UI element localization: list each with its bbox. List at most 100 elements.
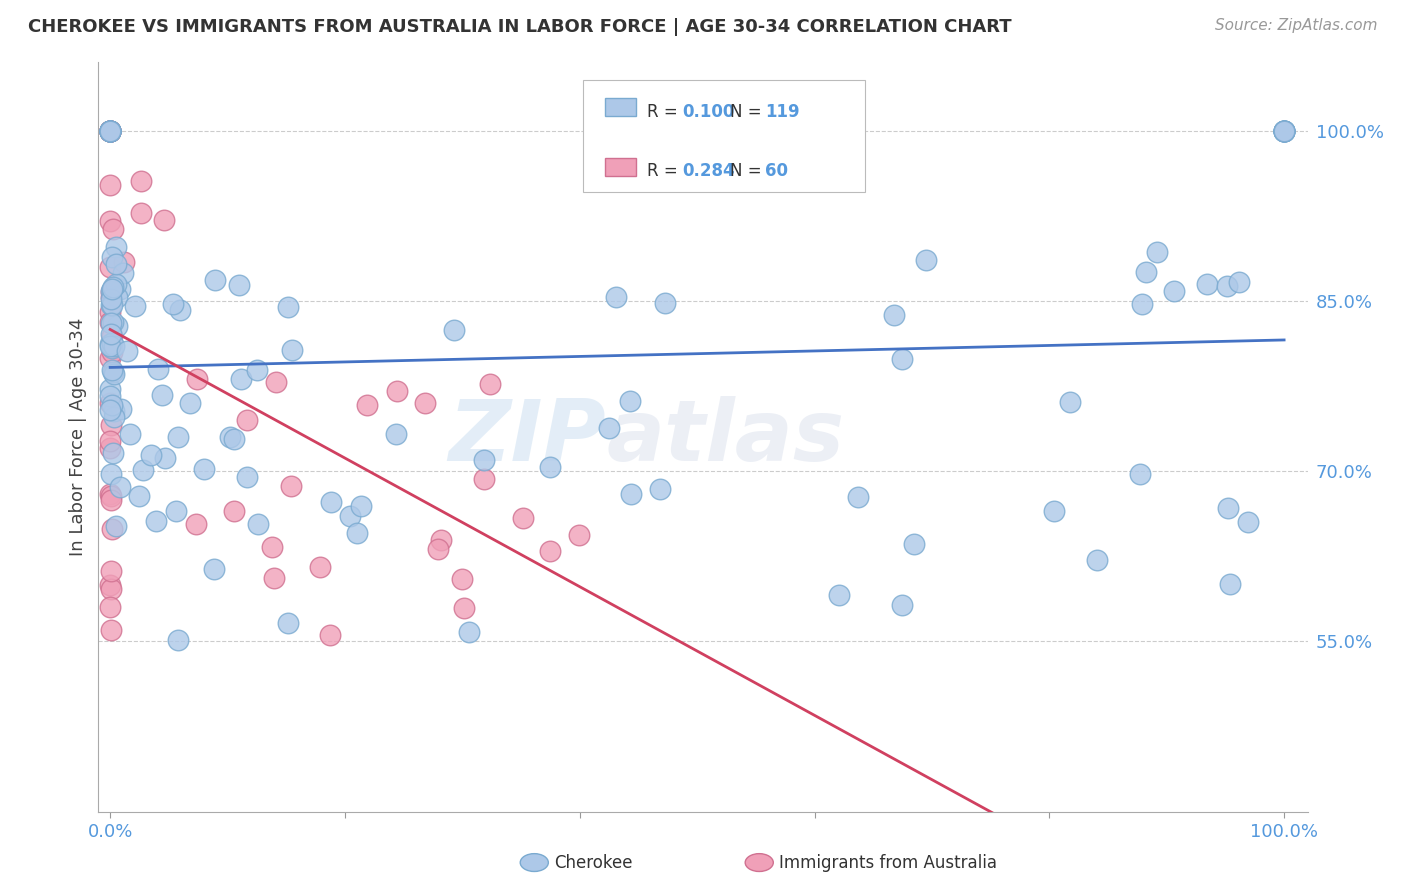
Point xyxy=(145,514,167,528)
Point xyxy=(319,494,342,508)
Point xyxy=(98,123,121,137)
Point xyxy=(103,367,125,381)
Point xyxy=(98,123,121,137)
Point xyxy=(105,290,128,304)
Point xyxy=(1227,275,1250,289)
Point xyxy=(103,315,125,329)
Point xyxy=(413,396,436,410)
Point xyxy=(101,365,124,379)
Point xyxy=(193,462,215,476)
Point xyxy=(101,363,124,377)
Point xyxy=(103,279,125,293)
Point xyxy=(98,260,121,274)
Point xyxy=(350,499,373,513)
Point xyxy=(98,178,121,192)
Point xyxy=(1216,278,1239,293)
Point xyxy=(105,277,128,291)
Point xyxy=(98,123,121,137)
Point xyxy=(387,384,409,399)
Point xyxy=(1272,123,1295,137)
Point xyxy=(204,273,226,287)
Point xyxy=(98,123,121,137)
Point xyxy=(98,123,121,137)
Point xyxy=(141,448,163,462)
Point xyxy=(166,429,188,443)
Point xyxy=(100,292,122,306)
Point xyxy=(538,459,561,474)
Text: Source: ZipAtlas.com: Source: ZipAtlas.com xyxy=(1215,18,1378,33)
Point xyxy=(890,598,912,612)
Point xyxy=(218,430,240,444)
Point xyxy=(103,404,125,418)
Point xyxy=(263,571,285,585)
Point xyxy=(458,624,481,639)
Point xyxy=(98,577,121,591)
Point xyxy=(98,123,121,137)
Point xyxy=(100,490,122,504)
Point xyxy=(883,308,905,322)
Point xyxy=(478,377,501,392)
Text: 0.284: 0.284 xyxy=(682,162,734,180)
Point xyxy=(186,372,208,386)
Point xyxy=(654,295,676,310)
Point xyxy=(100,326,122,341)
Text: Cherokee: Cherokee xyxy=(554,854,633,871)
Point xyxy=(100,399,122,413)
Point xyxy=(891,352,914,367)
Point xyxy=(129,174,152,188)
Point xyxy=(453,600,475,615)
Point xyxy=(108,480,131,494)
Point xyxy=(605,290,627,304)
Point xyxy=(98,123,121,137)
Point xyxy=(153,450,176,465)
Point xyxy=(472,452,495,467)
Text: R =: R = xyxy=(647,162,683,180)
Point xyxy=(1272,123,1295,137)
Point xyxy=(105,519,128,533)
Point xyxy=(100,290,122,304)
Point xyxy=(153,213,176,227)
Point xyxy=(262,540,284,554)
Point xyxy=(277,300,299,314)
Point xyxy=(165,504,187,518)
Point xyxy=(105,257,128,271)
Point xyxy=(100,316,122,330)
Point xyxy=(100,298,122,312)
Text: N =: N = xyxy=(730,162,766,180)
Point xyxy=(1236,515,1258,529)
Point xyxy=(98,123,121,137)
Point xyxy=(112,255,135,269)
Point xyxy=(828,588,851,602)
Point xyxy=(100,285,122,299)
Point xyxy=(236,470,259,484)
Point xyxy=(648,483,671,497)
Point xyxy=(98,123,121,137)
Point xyxy=(98,339,121,353)
Point xyxy=(101,345,124,359)
Text: Immigrants from Australia: Immigrants from Australia xyxy=(779,854,997,871)
Point xyxy=(98,315,121,329)
Point xyxy=(111,266,134,280)
Text: ZIP: ZIP xyxy=(449,395,606,479)
Point xyxy=(169,303,191,318)
Point xyxy=(128,489,150,503)
Point xyxy=(98,305,121,319)
Point xyxy=(98,396,121,410)
Point xyxy=(101,328,124,343)
Point xyxy=(356,398,378,412)
Point xyxy=(98,214,121,228)
Point xyxy=(101,281,124,295)
Point xyxy=(100,623,122,637)
Point xyxy=(430,533,453,547)
Point xyxy=(1059,395,1081,409)
Point xyxy=(98,123,121,137)
Point xyxy=(1085,552,1108,566)
Point xyxy=(120,427,142,442)
Point xyxy=(346,526,368,541)
Point xyxy=(98,337,121,351)
Point xyxy=(319,628,342,642)
Point xyxy=(385,426,408,441)
Point xyxy=(100,250,122,264)
Text: R =: R = xyxy=(647,103,683,120)
Point xyxy=(224,504,246,518)
